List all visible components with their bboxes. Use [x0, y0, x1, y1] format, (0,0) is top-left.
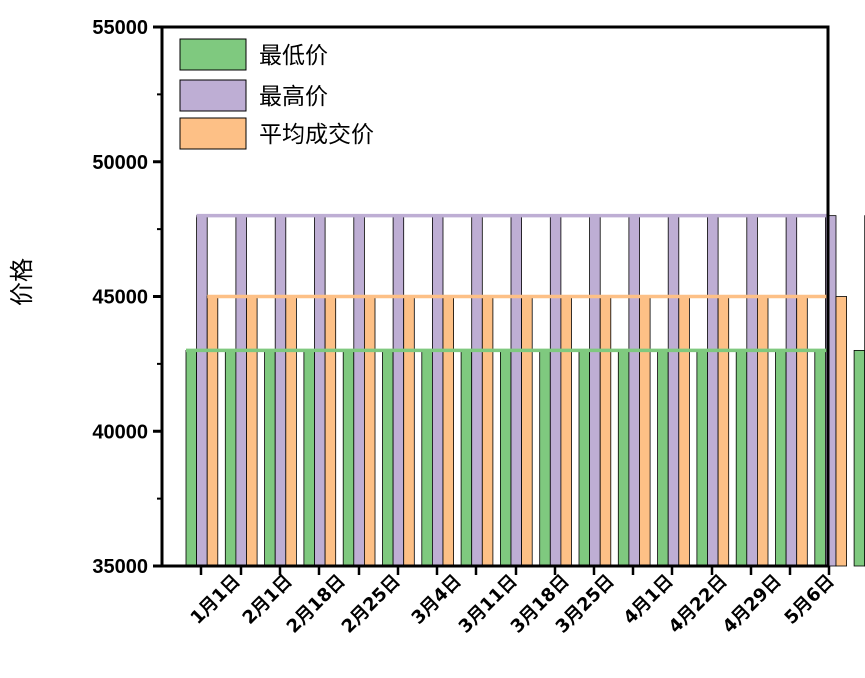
- bar-high-15: [746, 215, 758, 567]
- bar-high-1: [196, 215, 208, 567]
- y-tick-label: 50000: [92, 152, 148, 174]
- bar-avg-14: [717, 296, 730, 567]
- x-tick-label: 2月18日: [283, 571, 350, 638]
- legend-swatch-avg: [179, 117, 247, 150]
- bar-high-3: [274, 215, 287, 567]
- bar-high-2: [235, 215, 247, 567]
- bar-avg-12: [639, 296, 651, 567]
- x-tick-label: 4月29日: [719, 571, 786, 638]
- bar-high-12: [628, 215, 640, 567]
- bar-avg-4: [324, 296, 337, 567]
- x-tick-label: 5月6日: [781, 571, 839, 629]
- bar-low-16: [775, 349, 787, 567]
- legend-label-low: 最低价: [259, 43, 328, 69]
- bar-avg-3: [285, 296, 297, 567]
- bar-low-11: [578, 349, 591, 567]
- x-tick-label: 2月25日: [338, 571, 405, 638]
- bar-high-9: [510, 215, 523, 567]
- bar-high-14: [707, 215, 719, 567]
- bar-low-18: [853, 349, 865, 567]
- bar-high-10: [549, 215, 562, 567]
- y-tick-label: 45000: [92, 287, 148, 309]
- bar-high-13: [667, 215, 680, 567]
- bar-high-7: [431, 215, 444, 567]
- bar-avg-17: [835, 296, 848, 567]
- legend-swatch-low: [179, 38, 247, 71]
- bar-avg-2: [246, 296, 258, 567]
- y-tick-label: 40000: [92, 421, 148, 443]
- bar-avg-8: [481, 296, 494, 567]
- bar-low-1: [185, 349, 198, 567]
- bar-avg-1: [206, 296, 219, 567]
- y-tick-label: 55000: [92, 17, 148, 39]
- bar-avg-15: [757, 296, 769, 567]
- x-tick-label: 1月1日: [187, 571, 245, 629]
- bar-low-13: [657, 349, 669, 567]
- bar-avg-16: [796, 296, 808, 567]
- legend-swatch-high: [179, 79, 247, 112]
- bar-low-14: [696, 349, 708, 567]
- bar-avg-13: [678, 296, 690, 567]
- bar-low-4: [303, 349, 315, 567]
- bar-high-8: [471, 215, 483, 567]
- bar-high-6: [392, 215, 405, 567]
- bar-low-8: [460, 349, 473, 567]
- bar-low-5: [342, 349, 355, 567]
- bar-high-11: [589, 215, 601, 567]
- bar-high-4: [314, 215, 326, 567]
- bar-low-12: [617, 349, 630, 567]
- legend-label-high: 最高价: [259, 84, 328, 110]
- bar-avg-11: [599, 296, 612, 567]
- legend-label-avg: 平均成交价: [259, 122, 374, 148]
- bar-avg-7: [442, 296, 455, 567]
- bar-avg-6: [403, 296, 415, 567]
- bar-low-9: [499, 349, 512, 567]
- bar-high-16: [785, 215, 798, 567]
- bar-high-5: [353, 215, 365, 567]
- bar-low-15: [735, 349, 748, 567]
- bar-avg-9: [521, 296, 533, 567]
- bar-low-3: [264, 349, 276, 567]
- x-tick-label: 4月22日: [665, 571, 732, 638]
- bar-low-2: [224, 349, 237, 567]
- bar-low-17: [814, 349, 826, 567]
- bars-layer: [185, 215, 865, 567]
- y-axis-title: 价格: [8, 258, 36, 306]
- bar-avg-10: [560, 296, 572, 567]
- y-axis: 35000 40000 45000 50000 55000: [92, 17, 162, 578]
- bar-low-6: [382, 349, 394, 567]
- bar-low-10: [539, 349, 551, 567]
- series-level-lines: [186, 213, 828, 353]
- y-tick-label: 35000: [92, 556, 148, 578]
- bar-low-7: [421, 349, 433, 567]
- bar-avg-5: [363, 296, 376, 567]
